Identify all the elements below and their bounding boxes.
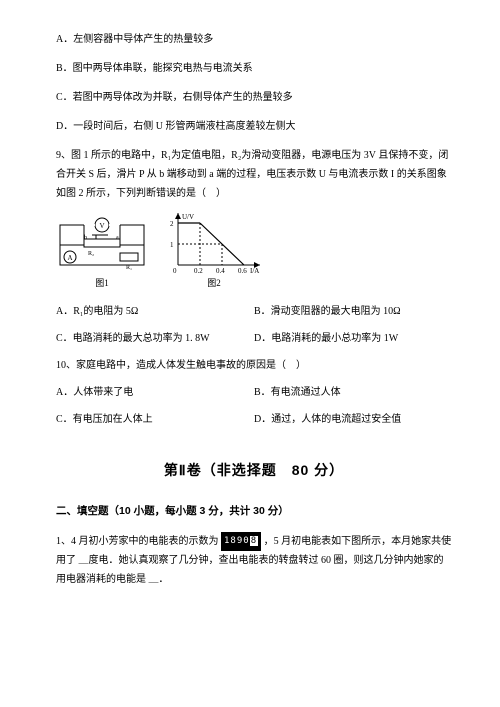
svg-text:I/A: I/A: [250, 267, 259, 273]
q10-option-c: C．有电压加在人体上: [56, 410, 254, 429]
section-2-title: 第Ⅱ卷（非选择题 80 分）: [56, 457, 452, 484]
q8-option-c: C．若图中两导体改为并联，右侧导体产生的热量较多: [56, 88, 452, 107]
q9-figure-2: 2 1 U/V 0.2 0.4 0.6 I/A 0 图2: [164, 211, 264, 292]
q8-option-b: B．图中两导体串联，能探究电热与电流关系: [56, 59, 452, 78]
svg-text:2: 2: [170, 220, 174, 228]
svg-text:0: 0: [173, 267, 177, 273]
q10-option-a: A．人体带来了电: [56, 383, 254, 402]
svg-text:A: A: [67, 254, 72, 262]
q10-stem: 10、家庭电路中，造成人体发生触电事故的原因是（ ）: [56, 356, 452, 375]
svg-text:0.2: 0.2: [194, 267, 203, 273]
q9-fig2-caption: 图2: [164, 275, 264, 292]
svg-text:1: 1: [170, 241, 174, 249]
q10-option-b: B．有电流通过人体: [254, 383, 452, 402]
q10-options: A．人体带来了电 B．有电流通过人体 C．有电压加在人体上 D．通过，人体的电流…: [56, 383, 452, 437]
meter-icon: 18908: [221, 532, 261, 551]
svg-text:R₂: R₂: [88, 251, 94, 257]
q9-option-d: D．电路消耗的最小总功率为 1W: [254, 329, 452, 348]
svg-text:0.6: 0.6: [238, 267, 247, 273]
fill-q1-a: 1、4 月初小芳家中的电能表的示数为: [56, 536, 221, 547]
q9-option-b: B．滑动变阻器的最大电阻为 10Ω: [254, 302, 452, 321]
svg-text:U/V: U/V: [182, 213, 194, 221]
svg-text:0.4: 0.4: [216, 267, 225, 273]
fill-q1: 1、4 月初小芳家中的电能表的示数为 18908 ，5 月初电能表如下图所示，本…: [56, 532, 452, 589]
q9-option-c: C．电路消耗的最大总功率为 1. 8W: [56, 329, 254, 348]
q8-option-a: A．左侧容器中导体产生的热量较多: [56, 30, 452, 49]
svg-text:b: b: [84, 235, 87, 241]
fill-blank-title: 二、填空题（10 小题，每小题 3 分，共计 30 分）: [56, 502, 452, 522]
q9-fig1-caption: 图1: [56, 275, 148, 292]
q9-figure-1: V A R₂ R₁ a b 图1: [56, 217, 148, 292]
q9-stem: 9、图 1 所示的电路中，R₁为定值电阻，R₂为滑动变阻器，电源电压为 3V 且…: [56, 146, 452, 203]
q10-option-d: D．通过，人体的电流超过安全值: [254, 410, 452, 429]
q9-figures: V A R₂ R₁ a b 图1: [56, 211, 452, 292]
q9-option-a: A．R₁的电阻为 5Ω: [56, 302, 254, 321]
svg-text:a: a: [116, 235, 119, 241]
q9-options: A．R₁的电阻为 5Ω B．滑动变阻器的最大电阻为 10Ω C．电路消耗的最大总…: [56, 302, 452, 356]
svg-text:R₁: R₁: [126, 265, 132, 271]
svg-text:V: V: [99, 222, 104, 230]
q8-option-d: D．一段时间后，右侧 U 形管两端液柱高度差较左侧大: [56, 117, 452, 136]
